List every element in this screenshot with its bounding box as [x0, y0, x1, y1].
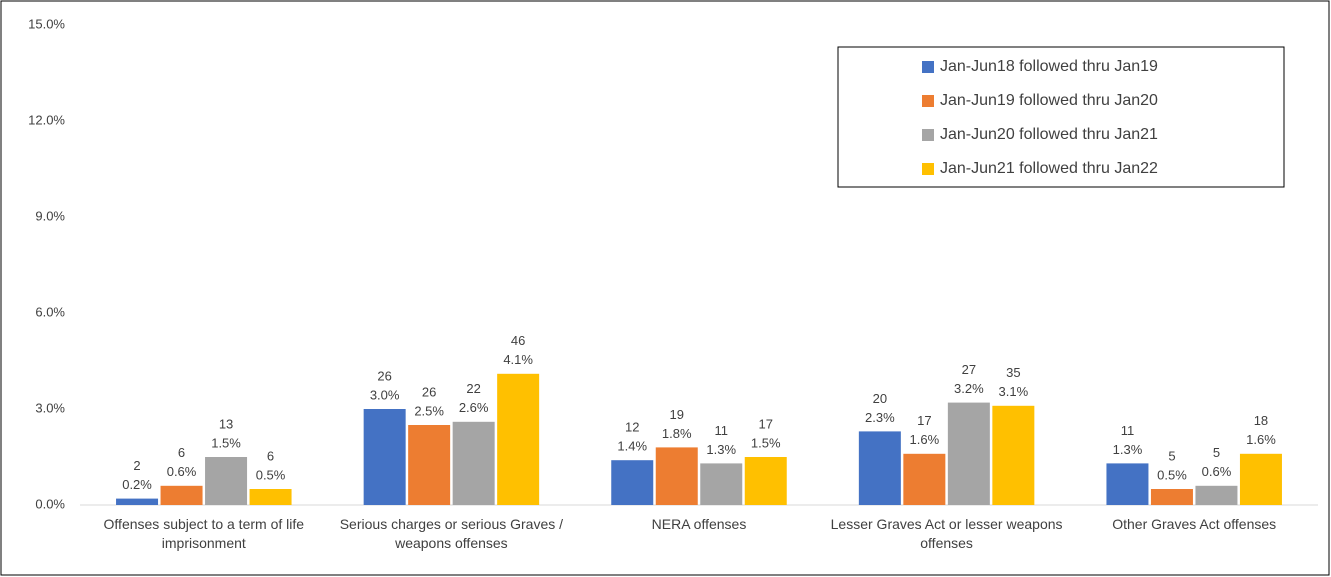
count-label: 17 — [759, 416, 773, 431]
x-tick-label-box: Lesser Graves Act or lesser weapons offe… — [830, 516, 1063, 551]
legend-label: Jan-Jun18 followed thru Jan19 — [940, 58, 1158, 75]
value-label: 2.5% — [414, 403, 444, 418]
count-label: 26 — [422, 384, 436, 399]
legend-swatch — [922, 129, 934, 141]
y-tick-label: 9.0% — [35, 208, 65, 223]
x-tick-label: Offenses subject to a term of life impri… — [103, 516, 305, 551]
count-label: 22 — [466, 381, 480, 396]
value-label: 2.3% — [865, 410, 895, 425]
value-label: 1.4% — [617, 439, 647, 454]
value-label: 3.0% — [370, 387, 400, 402]
x-tick-label: NERA offenses — [651, 516, 747, 532]
y-tick-label: 15.0% — [28, 16, 65, 31]
bar — [497, 373, 540, 505]
count-label: 18 — [1254, 413, 1268, 428]
value-label: 1.6% — [910, 432, 940, 447]
count-label: 5 — [1213, 445, 1220, 460]
legend-box — [837, 46, 1285, 188]
bar — [408, 425, 451, 505]
count-label: 26 — [377, 368, 391, 383]
value-label: 0.6% — [1202, 464, 1232, 479]
x-tick-label: Serious charges or serious Graves / weap… — [339, 516, 564, 551]
bar — [1150, 489, 1193, 505]
count-label: 6 — [267, 448, 274, 463]
value-label: 1.5% — [211, 435, 241, 450]
bar — [205, 457, 248, 505]
bar — [160, 485, 203, 505]
x-tick-label-box: Other Graves Act offenses — [1112, 516, 1277, 532]
y-tick-label: 12.0% — [28, 112, 65, 127]
value-label: 1.3% — [706, 442, 736, 457]
bar — [1195, 485, 1238, 505]
value-label: 4.1% — [503, 352, 533, 367]
bar — [700, 463, 743, 505]
x-tick-label: Other Graves Act offenses — [1112, 516, 1277, 532]
bar — [655, 447, 698, 505]
value-label: 0.5% — [1157, 467, 1187, 482]
legend-swatch — [922, 95, 934, 107]
y-tick-label: 3.0% — [35, 400, 65, 415]
value-label: 1.5% — [751, 435, 781, 450]
count-label: 17 — [917, 413, 931, 428]
value-label: 0.6% — [167, 464, 197, 479]
value-label: 3.2% — [954, 381, 984, 396]
bar — [452, 421, 495, 505]
bar — [947, 402, 990, 505]
bar — [611, 460, 654, 505]
count-label: 19 — [670, 407, 684, 422]
x-tick-label: Lesser Graves Act or lesser weapons offe… — [830, 516, 1063, 551]
bar — [903, 453, 946, 505]
count-label: 46 — [511, 333, 525, 348]
count-label: 27 — [962, 362, 976, 377]
x-tick-label-box: Offenses subject to a term of life impri… — [103, 516, 305, 551]
bar — [858, 431, 901, 505]
value-label: 1.3% — [1113, 442, 1143, 457]
count-label: 5 — [1168, 448, 1175, 463]
y-tick-label: 6.0% — [35, 304, 65, 319]
count-label: 35 — [1006, 365, 1020, 380]
count-label: 11 — [715, 423, 729, 438]
value-label: 0.2% — [122, 477, 152, 492]
x-tick-label-box: NERA offenses — [651, 516, 747, 532]
legend-label: Jan-Jun19 followed thru Jan20 — [940, 92, 1158, 109]
value-label: 2.6% — [459, 400, 489, 415]
count-label: 12 — [625, 420, 639, 435]
value-label: 3.1% — [999, 384, 1029, 399]
legend-label: Jan-Jun20 followed thru Jan21 — [940, 126, 1158, 143]
count-label: 13 — [219, 416, 233, 431]
bar — [1239, 453, 1282, 505]
legend-swatch — [922, 163, 934, 175]
x-tick-label-box: Serious charges or serious Graves / weap… — [339, 516, 564, 551]
count-label: 20 — [873, 391, 887, 406]
bar — [363, 409, 406, 505]
bar — [744, 457, 787, 505]
value-label: 1.8% — [662, 426, 692, 441]
bar — [1106, 463, 1149, 505]
count-label: 6 — [178, 445, 185, 460]
y-tick-label: 0.0% — [35, 496, 65, 511]
bar — [992, 405, 1035, 505]
legend-swatch — [922, 61, 934, 73]
value-label: 0.5% — [256, 467, 286, 482]
count-label: 11 — [1121, 423, 1135, 438]
legend-label: Jan-Jun21 followed thru Jan22 — [940, 160, 1158, 177]
bar — [116, 498, 159, 505]
value-label: 1.6% — [1246, 432, 1276, 447]
bar — [249, 489, 292, 505]
count-label: 2 — [133, 458, 140, 473]
